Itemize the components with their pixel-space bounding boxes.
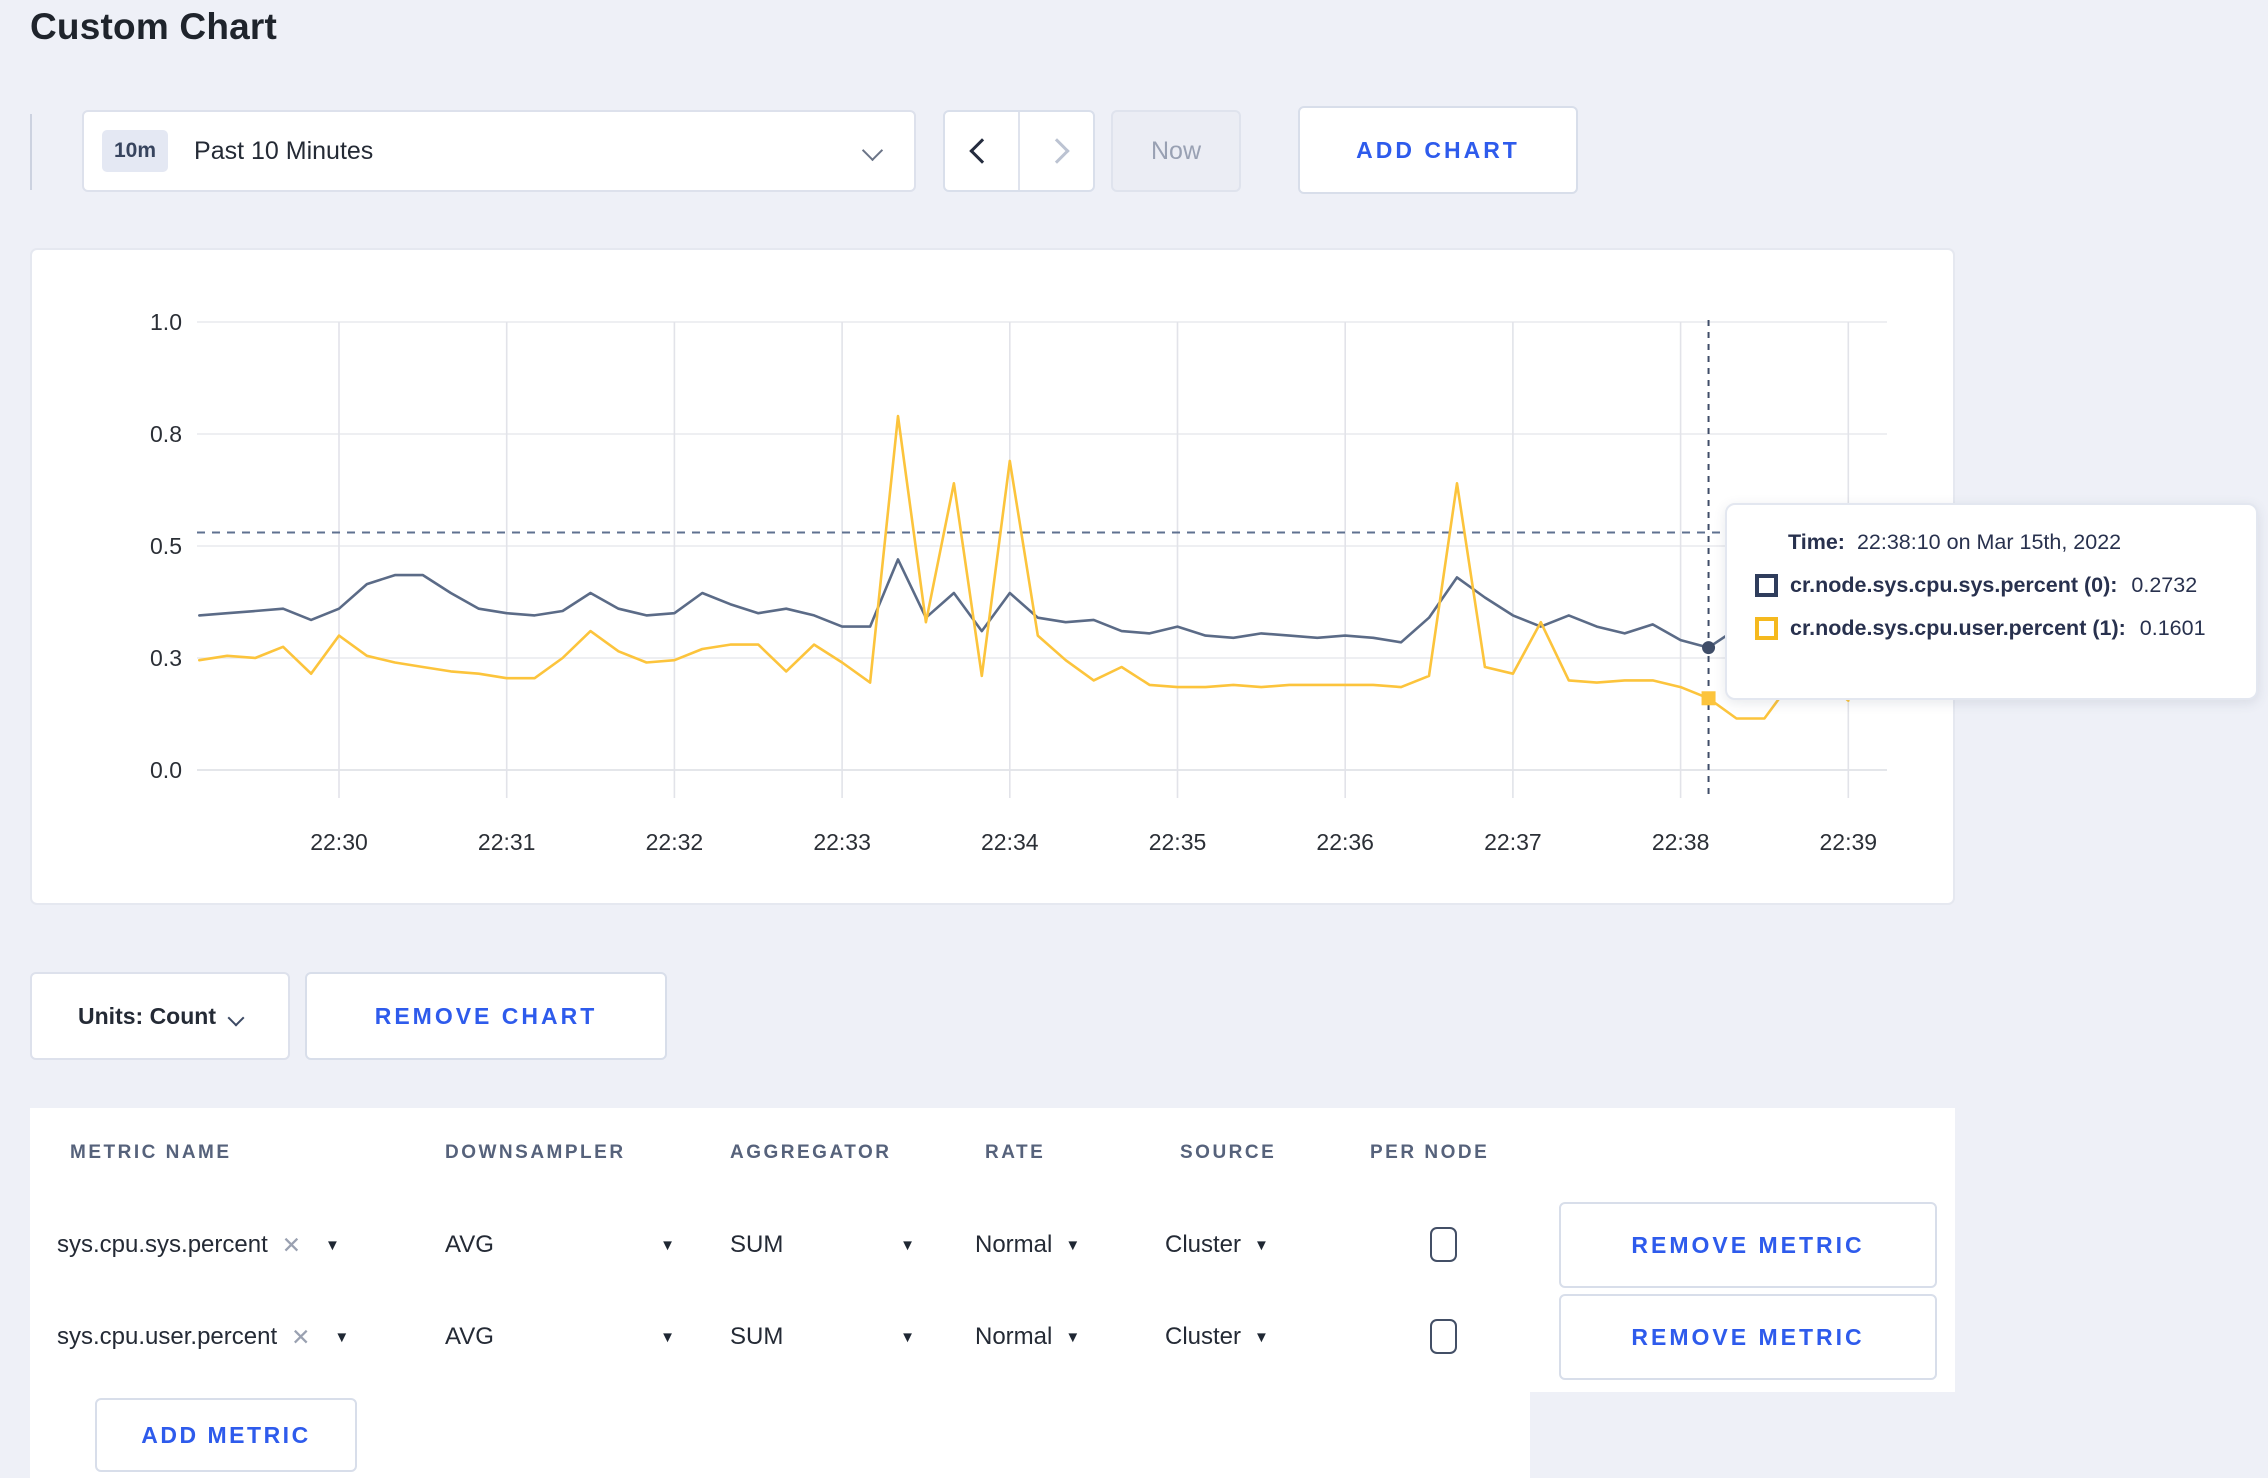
aggregator-value: SUM: [730, 1231, 784, 1258]
column-header: PER NODE: [1370, 1142, 1490, 1163]
source-value: Cluster: [1165, 1323, 1242, 1350]
downsampler-value: AVG: [445, 1231, 494, 1258]
column-header: AGGREGATOR: [730, 1142, 892, 1163]
chevron-right-icon: [1043, 138, 1070, 164]
y-axis-label: 0.5: [150, 533, 182, 559]
column-header: RATE: [985, 1142, 1046, 1163]
hover-point-user: [1701, 691, 1716, 706]
caret-down-icon: ▼: [334, 1328, 350, 1346]
page-title: Custom Chart: [30, 6, 278, 47]
x-axis-label: 22:39: [1820, 829, 1878, 855]
caret-down-icon: ▼: [900, 1236, 915, 1254]
downsampler-value: AVG: [445, 1323, 494, 1350]
chart-tooltip: Time: 22:38:10 on Mar 15th, 2022 cr.node.…: [1725, 503, 2258, 700]
tooltip-series-row: cr.node.sys.cpu.sys.percent (0): 0.2732: [1755, 573, 2256, 598]
y-axis-label: 0.3: [150, 645, 182, 671]
add-chart-button[interactable]: ADD CHART: [1298, 106, 1578, 194]
column-header: DOWNSAMPLER: [445, 1142, 626, 1163]
caret-down-icon: ▼: [900, 1328, 915, 1346]
metrics-table: METRIC NAME DOWNSAMPLER AGGREGATOR RATE SOUR…: [30, 1108, 1955, 1392]
aggregator-select[interactable]: SUM ▼: [730, 1292, 915, 1382]
rate-select[interactable]: Normal ▼: [975, 1200, 1080, 1290]
aggregator-value: SUM: [730, 1323, 784, 1350]
downsampler-select[interactable]: AVG ▼: [445, 1200, 675, 1290]
y-axis-label: 0.0: [150, 757, 182, 783]
caret-down-icon: ▼: [660, 1328, 675, 1346]
add-metric-button[interactable]: ADD METRIC: [95, 1398, 357, 1472]
column-header: METRIC NAME: [70, 1142, 232, 1163]
tooltip-time-value: 22:38:10 on Mar 15th, 2022: [1856, 530, 2122, 554]
x-axis-label: 22:30: [310, 829, 368, 855]
table-row: sys.cpu.sys.percent ✕ ▼ AVG ▼ SUM ▼ Normal ▼ Clus…: [30, 1200, 1955, 1290]
downsampler-select[interactable]: AVG ▼: [445, 1292, 675, 1382]
add-metric-section: ADD METRIC: [30, 1392, 1530, 1478]
tooltip-series-label: cr.node.sys.cpu.user.percent (1):: [1790, 616, 2126, 640]
hover-point-sys: [1702, 641, 1716, 655]
time-range-badge: 10m: [102, 130, 169, 172]
source-select[interactable]: Cluster ▼: [1165, 1292, 1269, 1382]
x-axis-label: 22:34: [981, 829, 1039, 855]
toolbar-divider: [30, 114, 32, 190]
caret-down-icon: ▼: [1065, 1236, 1081, 1254]
rate-select[interactable]: Normal ▼: [975, 1292, 1080, 1382]
clear-metric-icon[interactable]: ✕: [291, 1323, 311, 1350]
clear-metric-icon[interactable]: ✕: [281, 1231, 302, 1258]
series-swatch-icon: [1755, 617, 1778, 640]
x-axis-label: 22:32: [646, 829, 704, 855]
tooltip-time-row: Time: 22:38:10 on Mar 15th, 2022: [1788, 530, 2256, 555]
tooltip-series-label: cr.node.sys.cpu.sys.percent (0):: [1790, 573, 2118, 597]
column-header: SOURCE: [1180, 1142, 1277, 1163]
rate-value: Normal: [975, 1231, 1053, 1258]
time-range-dropdown[interactable]: 10m Past 10 Minutes: [82, 110, 916, 192]
series-swatch-icon: [1755, 574, 1778, 597]
x-axis-label: 22:33: [813, 829, 871, 855]
now-button[interactable]: Now: [1111, 110, 1241, 192]
source-value: Cluster: [1165, 1231, 1242, 1258]
caret-down-icon: ▼: [660, 1236, 675, 1254]
x-axis-label: 22:37: [1484, 829, 1542, 855]
per-node-checkbox[interactable]: [1430, 1319, 1457, 1354]
remove-metric-button[interactable]: REMOVE METRIC: [1559, 1294, 1937, 1380]
source-select[interactable]: Cluster ▼: [1165, 1200, 1269, 1290]
tooltip-series-value: 0.2732: [2131, 573, 2198, 597]
chevron-down-icon: [227, 1009, 245, 1026]
rate-value: Normal: [975, 1323, 1053, 1350]
prev-time-button[interactable]: [945, 112, 1020, 190]
chart-card: 1.0 0.8 0.5 0.3 0.0 22:30 22:31 22:32 22:33 22:34…: [30, 248, 1955, 905]
x-axis-label: 22:36: [1316, 829, 1374, 855]
per-node-checkbox[interactable]: [1430, 1227, 1457, 1262]
x-axis-label: 22:35: [1149, 829, 1207, 855]
table-row: sys.cpu.user.percent ✕ ▼ AVG ▼ SUM ▼ Normal ▼ Clu…: [30, 1292, 1955, 1382]
next-time-button[interactable]: [1020, 112, 1093, 190]
y-axis-label: 1.0: [150, 309, 182, 335]
tooltip-series-value: 0.1601: [2139, 616, 2206, 640]
series-line: [198, 414, 1850, 720]
caret-down-icon: ▼: [325, 1236, 340, 1254]
units-dropdown[interactable]: Units: Count: [30, 972, 290, 1060]
metric-name-select[interactable]: sys.cpu.user.percent ✕ ▼: [57, 1292, 349, 1382]
metric-name-select[interactable]: sys.cpu.sys.percent ✕ ▼: [57, 1200, 340, 1290]
tooltip-time-label: Time:: [1788, 530, 1845, 554]
chevron-down-icon: [861, 139, 884, 162]
metric-name-value: sys.cpu.user.percent: [57, 1323, 278, 1350]
tooltip-series-row: cr.node.sys.cpu.user.percent (1): 0.1601: [1755, 616, 2256, 641]
chevron-left-icon: [968, 138, 995, 164]
remove-chart-button[interactable]: REMOVE CHART: [305, 972, 667, 1060]
line-chart[interactable]: 1.0 0.8 0.5 0.3 0.0 22:30 22:31 22:32 22:33 22:34…: [32, 250, 1953, 903]
series-line: [198, 558, 1850, 649]
x-axis-label: 22:38: [1652, 829, 1710, 855]
units-label: Units: Count: [78, 1002, 216, 1029]
caret-down-icon: ▼: [1254, 1236, 1269, 1254]
y-axis-label: 0.8: [150, 421, 182, 447]
metric-name-value: sys.cpu.sys.percent: [57, 1231, 268, 1258]
time-pager: [943, 110, 1095, 192]
remove-metric-button[interactable]: REMOVE METRIC: [1559, 1202, 1937, 1288]
x-axis-label: 22:31: [478, 829, 536, 855]
caret-down-icon: ▼: [1065, 1328, 1081, 1346]
time-range-label: Past 10 Minutes: [194, 136, 374, 165]
caret-down-icon: ▼: [1254, 1328, 1269, 1346]
aggregator-select[interactable]: SUM ▼: [730, 1200, 915, 1290]
